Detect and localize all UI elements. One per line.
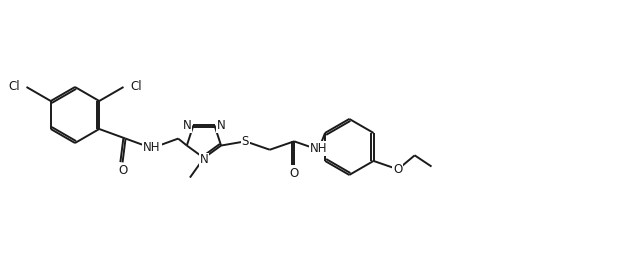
Text: S: S	[241, 135, 249, 148]
Text: N: N	[183, 119, 192, 132]
Text: NH: NH	[143, 141, 160, 154]
Text: Cl: Cl	[8, 81, 19, 93]
Text: N: N	[217, 119, 225, 132]
Text: Cl: Cl	[130, 81, 142, 93]
Text: O: O	[393, 163, 402, 176]
Text: O: O	[118, 164, 127, 177]
Text: O: O	[290, 167, 299, 180]
Text: N: N	[200, 153, 208, 167]
Text: NH: NH	[310, 142, 327, 155]
